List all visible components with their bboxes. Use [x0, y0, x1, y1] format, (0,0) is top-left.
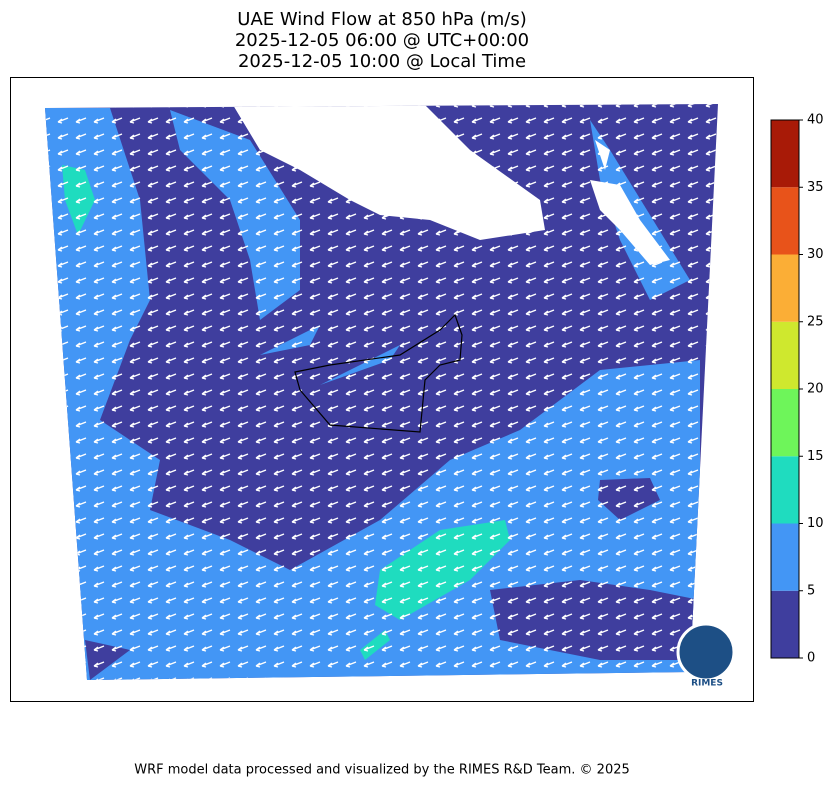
land-mask	[590, 140, 670, 265]
colorbar-tick-label: 15	[807, 449, 824, 464]
colorbar-tick-label: 5	[807, 583, 815, 598]
colorbar-segment	[771, 389, 799, 457]
colorbar-segment	[771, 321, 799, 389]
uae-border	[294, 313, 463, 433]
colorbar-tick-label: 10	[807, 516, 824, 531]
colorbar-tick-label: 35	[807, 180, 824, 195]
colorbar-segment	[771, 456, 799, 524]
wind-field	[45, 104, 718, 680]
land-mask	[230, 104, 545, 240]
title-line: UAE Wind Flow at 850 hPa (m/s)	[237, 9, 526, 30]
colorbar-tick-label: 20	[807, 382, 824, 397]
logo-badge	[676, 622, 736, 682]
colorbar-tick-label: 25	[807, 314, 824, 329]
logo: RIMES	[676, 622, 736, 689]
colorbar-segment	[771, 187, 799, 255]
colorbar: 0 5 10 15 20 25 30 35 40	[770, 113, 824, 666]
colorbar-segment	[771, 523, 799, 591]
logo-text: RIMES	[691, 679, 723, 689]
colorbar-tick-label: 0	[807, 651, 815, 666]
colorbar-tick-label: 30	[807, 247, 824, 262]
title-line: 2025-12-05 10:00 @ Local Time	[238, 51, 526, 72]
colorbar-segment	[771, 254, 799, 322]
colorbar-segment	[771, 120, 799, 188]
title-line: 2025-12-05 06:00 @ UTC+00:00	[235, 30, 529, 51]
map-frame	[10, 77, 754, 702]
footer: WRF model data processed and visualized …	[134, 763, 630, 778]
colorbar-segment	[771, 590, 799, 658]
colorbar-tick-label: 40	[807, 113, 824, 128]
